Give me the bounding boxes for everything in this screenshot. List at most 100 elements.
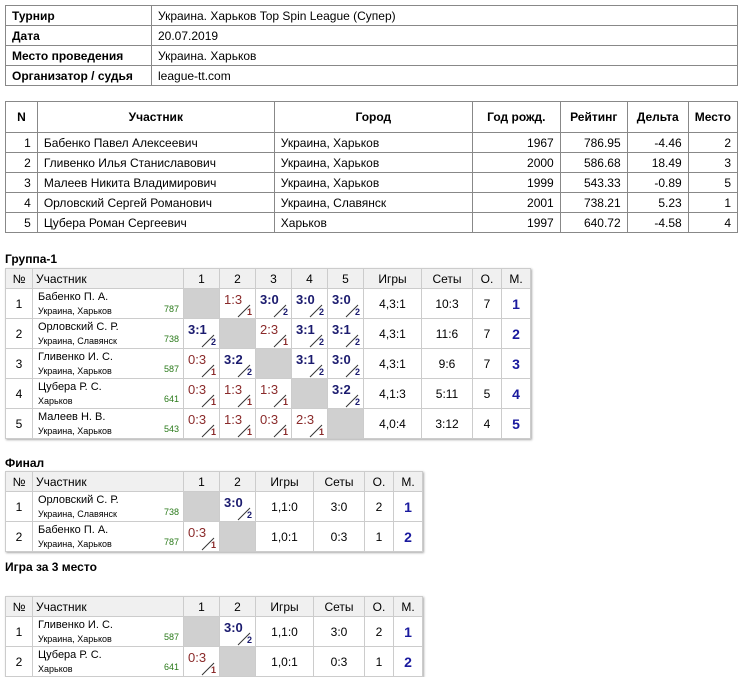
score-cell: 3:0 2 [291,288,328,319]
info-label: Организатор / судья [5,65,152,86]
match-points: 2 [354,307,360,317]
slash [309,364,323,378]
score-cell: 1:3 1 [219,408,256,439]
player-rating: 543 [163,424,179,434]
row-number: 5 [5,408,33,439]
participant-cell: 1997 [471,212,561,233]
score: 0:3 [188,412,207,427]
column-header: № [5,471,33,492]
score: 3:0 [224,495,243,510]
match-points: 2 [282,307,288,317]
player-name: Бабенко П. А. [38,291,109,303]
score-cell: 3:2 2 [327,378,364,409]
participant-cell: 543.33 [559,172,628,193]
participant-row: 4 Орловский Сергей Романович Украина, Слав… [5,192,739,213]
info-value: Украина. Харьков Top Spin League (Супер) [151,5,738,26]
participant-cell: Цубера Роман Сергеевич [36,212,275,233]
participant-row: 5 Цубера Роман Сергеевич Харьков 1997 640.72… [5,212,739,233]
match-points: 2 [354,397,360,407]
info-label: Место проведения [5,45,152,66]
participant-cell: 738.21 [559,192,628,213]
column-header: 2 [219,596,256,617]
player-name: Гливенко И. С. [38,619,113,631]
participant-cell: 2001 [471,192,561,213]
games: 4,3:1 [363,348,422,379]
sets: 11:6 [421,318,473,349]
diagonal-cell [255,348,292,379]
column-header: Сеты [421,268,473,289]
score-slash [309,304,323,318]
match-points: 2 [246,635,252,645]
info-value: Украина. Харьков [151,45,738,66]
score-slash [273,394,287,408]
match-points: 2 [210,337,216,347]
score-slash [345,364,359,378]
column-header: Игры [363,268,422,289]
participant-row: 3 Малеев Никита Владимирович Украина, Харь… [5,172,739,193]
score-slash [201,537,215,551]
group-table: № Участник 1 2 Игры Сеты О. М. 1 Орловский С. Р. У… [5,471,423,552]
column-header: 2 [219,268,256,289]
player-city: Украина, Харьков [38,426,112,436]
score-slash [237,304,251,318]
place: 1 [501,288,531,319]
info-row: Дата 20.07.2019 [5,25,738,46]
player-name: Орловский С. Р. [38,494,119,506]
score-slash [237,507,251,521]
score-cell: 3:1 2 [291,348,328,379]
score-cell: 0:3 1 [255,408,292,439]
row-number: 1 [5,616,33,647]
diagonal-cell [327,408,364,439]
score-cell: 2:3 1 [255,318,292,349]
diagonal-cell [291,378,328,409]
place: 5 [501,408,531,439]
participant-row: 2 Гливенко Илья Станиславович Украина, Хар… [5,152,739,173]
participant-cell: 4 [5,192,38,213]
participants-table: N Участник Город Год рожд. Рейтинг Дельта Мест… [5,101,739,233]
info-value: 20.07.2019 [151,25,738,46]
slash [201,424,215,438]
score-slash [345,304,359,318]
player-city: Харьков [38,664,73,674]
match-points: 1 [282,397,288,407]
score: 3:1 [296,352,315,367]
score: 0:3 [188,352,207,367]
column-header: О. [364,596,394,617]
match-points: 1 [246,307,252,317]
row-number: 3 [5,348,33,379]
slash [201,334,215,348]
row-number: 4 [5,378,33,409]
row-number: 1 [5,288,33,319]
column-header: 2 [219,471,256,492]
group-row: 5 Малеев Н. В. Украина, Харьков 543 0:3 1 1:3 1… [5,408,531,439]
score-slash [273,304,287,318]
score: 1:3 [260,382,279,397]
column-header: 3 [255,268,292,289]
score-cell: 3:0 2 [255,288,292,319]
match-points: 2 [246,367,252,377]
slash [345,334,359,348]
score: 0:3 [188,650,207,665]
score: 1:3 [224,382,243,397]
header-row: № Участник 1 2 3 4 5 Игры Сеты О. М. [5,268,531,289]
row-number: 1 [5,491,33,522]
column-header: О. [472,268,502,289]
points: 7 [472,288,502,319]
score-slash [273,334,287,348]
column-header: Сеты [313,596,365,617]
player-rating: 641 [163,662,179,672]
points: 2 [364,616,394,647]
participant-cell: 2 [5,152,38,173]
player-name: Гливенко И. С. [38,351,113,363]
slash [345,394,359,408]
score-cell: 3:0 2 [327,288,364,319]
participant-cell: 5.23 [626,192,689,213]
column-header: Игры [255,596,314,617]
score-cell: 3:1 2 [327,318,364,349]
participant-cell: 1999 [471,172,561,193]
score-cell: 2:3 1 [291,408,328,439]
player-city: Харьков [38,396,73,406]
score-slash [237,364,251,378]
score-cell: 3:0 2 [219,616,256,647]
player-name: Цубера Р. С. [38,381,102,393]
